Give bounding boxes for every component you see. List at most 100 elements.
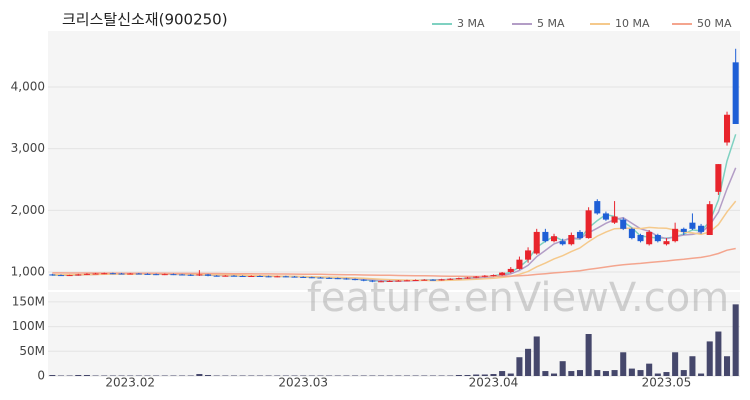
- volume-tick-label: 150M: [12, 294, 45, 308]
- candle-body: [248, 276, 255, 278]
- legend-label: 10 MA: [615, 17, 650, 30]
- volume-bar: [706, 341, 713, 376]
- candle-body: [352, 279, 359, 281]
- volume-bar: [654, 373, 661, 376]
- candle-body: [490, 275, 497, 277]
- ma-line: [52, 247, 736, 278]
- candle-body: [196, 274, 203, 276]
- candle-body: [386, 280, 393, 282]
- x-tick-label: 2023.03: [278, 376, 328, 390]
- candle-body: [308, 277, 315, 279]
- candle-body: [360, 279, 367, 281]
- candle-body: [585, 210, 592, 239]
- x-tick-label: 2023.05: [642, 376, 692, 390]
- candle-body: [533, 231, 540, 254]
- volume-bar: [680, 370, 687, 376]
- candle-body: [455, 278, 462, 280]
- volume-bar: [550, 373, 558, 376]
- candle-body: [369, 280, 376, 282]
- y-tick-label: 3,000: [11, 141, 45, 155]
- candle-body: [542, 231, 549, 242]
- chart-title: 크리스탈신소재(900250): [62, 11, 228, 29]
- candle-body: [377, 281, 385, 283]
- candle-body: [447, 278, 454, 280]
- candle-body: [317, 277, 324, 279]
- candle-body: [326, 277, 333, 279]
- candle-body: [49, 274, 56, 276]
- candle-body: [594, 201, 601, 214]
- volume-bar: [715, 331, 722, 376]
- candle-body: [118, 273, 125, 275]
- legend-label: 5 MA: [537, 17, 565, 30]
- volume-bar: [464, 375, 471, 376]
- candle-body: [230, 275, 238, 277]
- candle-body: [334, 278, 341, 280]
- volume-bar: [516, 357, 523, 376]
- candle-body: [672, 228, 679, 242]
- y-tick-label: 2,000: [11, 203, 45, 217]
- candle-body: [550, 236, 558, 242]
- candle-body: [646, 231, 653, 245]
- volume-bar: [473, 374, 480, 376]
- candle-body: [265, 276, 272, 278]
- legend-label: 50 MA: [697, 17, 732, 30]
- candle-body: [144, 273, 151, 275]
- candle-body: [282, 276, 289, 278]
- candle-body: [170, 274, 177, 276]
- volume-bar: [672, 352, 679, 376]
- volume-bar: [196, 374, 203, 376]
- candle-body: [204, 274, 212, 276]
- candle-body: [663, 241, 670, 245]
- candle-body: [239, 276, 246, 278]
- volume-bar: [559, 361, 566, 376]
- candle-body: [620, 219, 627, 229]
- volume-bar: [49, 375, 56, 376]
- plot-background: [48, 31, 740, 376]
- candle-body: [438, 279, 445, 281]
- candle-body: [680, 228, 687, 232]
- volume-bar: [663, 372, 670, 376]
- candle-body: [92, 273, 99, 275]
- candle-body: [559, 241, 566, 245]
- volume-bar: [75, 375, 82, 376]
- volume-bar: [533, 336, 540, 376]
- candle-body: [637, 235, 644, 242]
- volume-bar: [646, 363, 653, 376]
- candle-body: [689, 222, 696, 229]
- candle-body: [507, 268, 514, 272]
- y-tick-label: 4,000: [11, 80, 45, 94]
- candle-body: [525, 250, 532, 260]
- watermark: feature.enViewV.com: [307, 275, 729, 321]
- x-tick-label: 2023.04: [469, 376, 519, 390]
- candle-body: [412, 280, 419, 282]
- candle-body: [343, 278, 350, 280]
- candle-body: [127, 273, 134, 275]
- candle-body: [706, 204, 713, 235]
- candle-body: [109, 273, 116, 275]
- candle-body: [611, 216, 618, 223]
- candle-body: [403, 280, 411, 282]
- volume-bar: [689, 356, 696, 376]
- candle-body: [473, 276, 480, 278]
- volume-bar: [490, 374, 497, 376]
- volume-bar: [698, 373, 705, 376]
- volume-bar: [204, 375, 212, 376]
- candle-body: [274, 276, 281, 278]
- volume-bar: [455, 375, 462, 376]
- volume-bar: [481, 374, 488, 376]
- candle-body: [57, 275, 65, 277]
- candle-body: [654, 235, 661, 242]
- candle-body: [715, 164, 722, 192]
- volume-bar: [507, 373, 514, 376]
- candle-body: [300, 276, 307, 278]
- candle-body: [83, 273, 90, 275]
- volume-tick-label: 100M: [12, 319, 45, 333]
- candle-body: [222, 275, 229, 277]
- volume-bar: [525, 348, 532, 376]
- volume-tick-label: 0: [37, 369, 45, 383]
- candle-body: [732, 62, 739, 124]
- candle-body: [421, 279, 428, 281]
- candle-body: [153, 274, 160, 276]
- candle-body: [723, 114, 731, 143]
